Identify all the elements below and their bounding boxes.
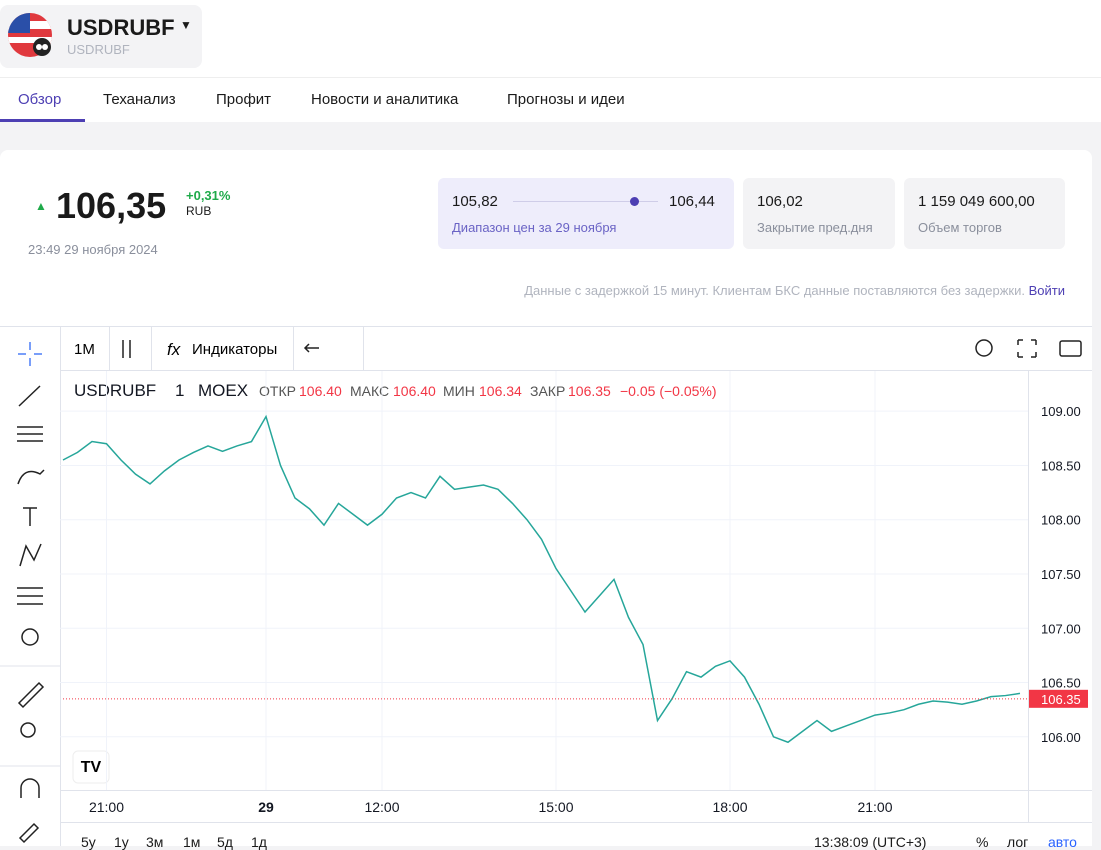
tv-logo[interactable] [72, 750, 110, 784]
legend-label: МАКС [350, 383, 389, 399]
clock: 13:38:09 (UTC+3) [814, 834, 927, 850]
prev-close-box [743, 178, 895, 249]
timestamp: 23:49 29 ноября 2024 [28, 242, 158, 257]
legend-change: −0.05 (−0.05%) [620, 383, 717, 399]
tab[interactable]: Новости и аналитика [311, 91, 459, 108]
undo-icon[interactable] [303, 343, 319, 353]
notice-text: Данные с задержкой 15 минут. Клиентам БК… [524, 283, 1025, 298]
dropdown-arrow[interactable]: ▼ [180, 18, 192, 32]
y-tick-label: 108.50 [1041, 458, 1081, 473]
x-tick-label: 15:00 [538, 799, 573, 815]
zoom-icon[interactable] [20, 722, 36, 738]
prev-close-label: Закрытие пред.дня [757, 220, 873, 235]
fib-tool-icon[interactable] [17, 426, 43, 442]
emoji-tool-icon[interactable] [21, 628, 39, 646]
x-tick-label: 29 [258, 799, 274, 815]
lock-icon[interactable] [18, 822, 40, 844]
active-tab-underline [0, 119, 85, 122]
up-arrow: ▲ [35, 199, 47, 213]
chart-bg [0, 326, 1092, 846]
prev-close: 106,02 [757, 193, 803, 210]
tab[interactable]: Профит [216, 91, 272, 108]
currency: RUB [186, 204, 212, 218]
legend-label: ОТКР [259, 383, 296, 399]
fullscreen-icon[interactable] [1017, 339, 1037, 358]
volume-label: Объем торгов [918, 220, 1002, 235]
chart: TV 1M fx Индикаторы USDRUBF 1 MOEX ОТКР 106.… [0, 326, 1092, 846]
fx-icon: fx [167, 340, 181, 359]
indicators-button[interactable]: Индикаторы [192, 341, 277, 358]
last-price-badge [1029, 689, 1088, 708]
volume: 1 159 049 600,00 [918, 193, 1035, 210]
auto-toggle[interactable]: авто [1048, 834, 1077, 850]
last-price-label: 106.35 [1041, 692, 1081, 707]
legend-interval: 1 [175, 381, 184, 400]
range-button[interactable]: 3м [146, 834, 164, 850]
change: +0,31% [186, 188, 231, 203]
range-button[interactable]: 1д [251, 834, 267, 850]
tab[interactable]: Прогнозы и идеи [507, 91, 625, 108]
range-button[interactable]: 1м [183, 834, 201, 850]
notice: Данные с задержкой 15 минут. Клиентам БК… [524, 283, 1065, 298]
legend-value: 106.35 [568, 383, 611, 399]
y-tick-label: 108.00 [1041, 513, 1081, 528]
x-tick-label: 21:00 [89, 799, 124, 815]
range-track [513, 201, 658, 202]
percent-toggle[interactable]: % [976, 834, 989, 850]
y-tick-label: 107.50 [1041, 567, 1081, 582]
y-tick-label: 109.00 [1041, 404, 1081, 419]
legend-exchange: MOEX [198, 381, 248, 400]
x-tick-label: 12:00 [364, 799, 399, 815]
legend-value: 106.40 [393, 383, 436, 399]
range-high: 106,44 [669, 193, 715, 210]
line-tool-icon[interactable] [18, 385, 41, 407]
legend-value: 106.34 [479, 383, 522, 399]
tv-logo-text: TV [81, 759, 102, 776]
range-low: 105,82 [452, 193, 498, 210]
legend-value: 106.40 [299, 383, 342, 399]
legend-label: ЗАКР [530, 383, 565, 399]
candle-type-icon[interactable] [122, 340, 131, 358]
log-toggle[interactable]: лог [1007, 834, 1029, 850]
volume-box [904, 178, 1065, 249]
magnet-icon[interactable] [20, 778, 40, 798]
flag-icon [8, 13, 52, 57]
x-tick-label: 18:00 [712, 799, 747, 815]
screenshot-icon[interactable] [1059, 340, 1082, 357]
brush-tool-icon[interactable] [17, 469, 45, 485]
range-button[interactable]: 5д [217, 834, 233, 850]
interval-button[interactable]: 1M [74, 341, 95, 358]
tab[interactable]: Теханализ [103, 91, 176, 108]
text-tool-icon[interactable] [23, 507, 37, 526]
x-tick-label: 21:00 [857, 799, 892, 815]
y-tick-label: 106.00 [1041, 730, 1081, 745]
crosshair-icon[interactable] [18, 342, 42, 366]
legend-symbol: USDRUBF [74, 381, 156, 400]
settings-icon[interactable] [975, 339, 993, 357]
subtitle: USDRUBF [67, 42, 130, 57]
range-box [438, 178, 734, 249]
tab[interactable]: Обзор [18, 91, 62, 108]
prediction-tool-icon[interactable] [17, 587, 43, 605]
legend-label: МИН [443, 383, 475, 399]
price-line [62, 414, 1021, 744]
pattern-tool-icon[interactable] [19, 543, 42, 567]
ticker: USDRUBF [67, 15, 175, 40]
range-dot [630, 197, 639, 206]
range-button[interactable]: 5у [81, 834, 96, 850]
ruler-icon[interactable] [17, 681, 45, 709]
range-button[interactable]: 1у [114, 834, 129, 850]
price: 106,35 [56, 185, 167, 226]
divider [0, 77, 1101, 78]
y-tick-label: 106.50 [1041, 676, 1081, 691]
y-tick-label: 107.00 [1041, 621, 1081, 636]
range-label: Диапазон цен за 29 ноября [452, 220, 617, 235]
login-link[interactable]: Войти [1028, 283, 1065, 298]
